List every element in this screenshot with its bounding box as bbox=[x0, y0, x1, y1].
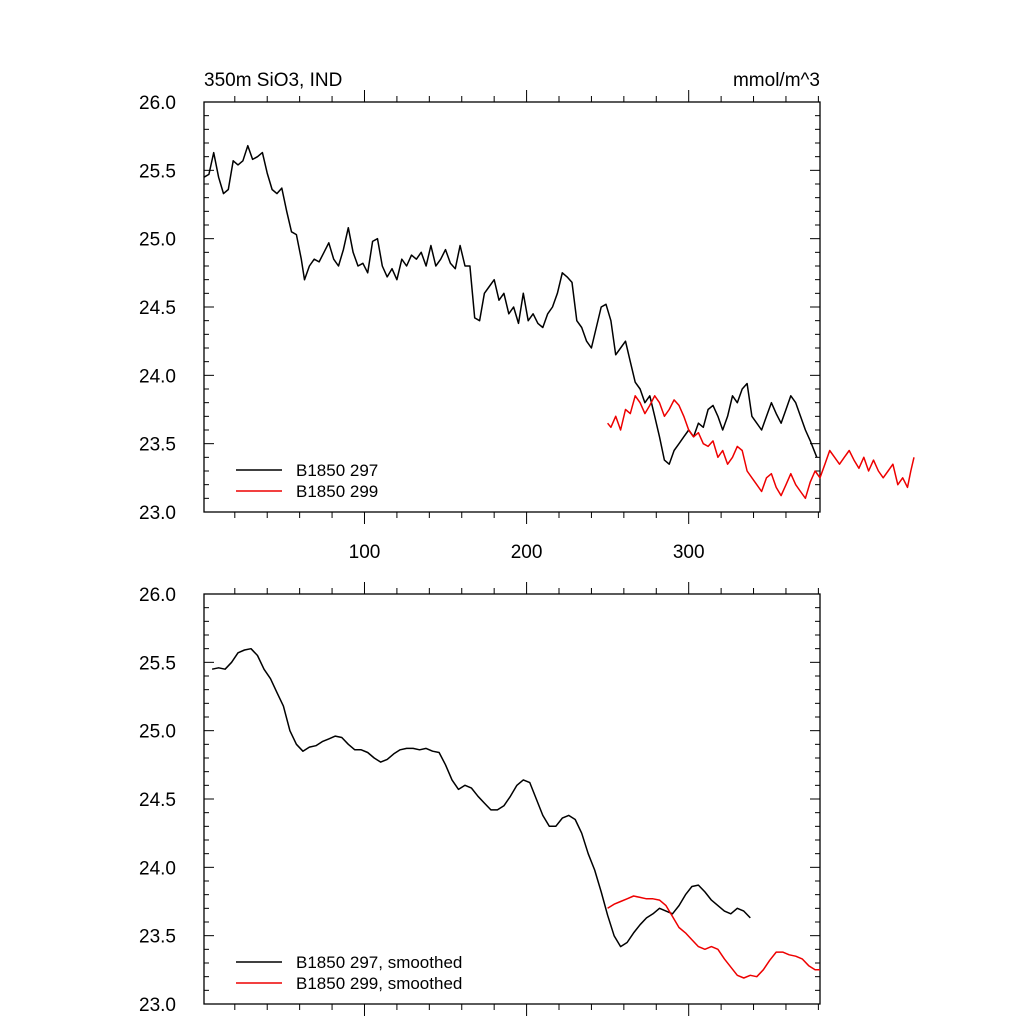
series-group bbox=[211, 647, 820, 979]
y-tick-label: 24.0 bbox=[139, 858, 176, 879]
y-tick-label: 26.0 bbox=[139, 93, 176, 114]
y-tick-label: 25.0 bbox=[139, 722, 176, 743]
y-tick-label: 23.5 bbox=[139, 927, 176, 948]
series-line-2 bbox=[607, 395, 915, 500]
series-line-2 bbox=[607, 895, 820, 979]
y-tick-label: 24.5 bbox=[139, 790, 176, 811]
units-label: mmol/m^3 bbox=[733, 70, 820, 91]
axis-ticks: 23.0 23.5 24.0 24.5 25.0 25.5 26.0 100 200 300 bbox=[139, 90, 820, 563]
series-group bbox=[203, 144, 915, 500]
y-tick-label: 23.0 bbox=[139, 995, 176, 1016]
legend-label: B1850 297 bbox=[296, 461, 378, 480]
x-tick-label: 100 bbox=[349, 542, 381, 563]
bottom-panel: 23.0 23.5 24.0 24.5 25.0 25.5 26.0 B1850 297, … bbox=[139, 582, 821, 1016]
series-line-1 bbox=[203, 144, 818, 465]
y-tick-label: 25.5 bbox=[139, 653, 176, 674]
y-tick-label: 25.5 bbox=[139, 161, 176, 182]
y-tick-label: 26.0 bbox=[139, 585, 176, 606]
y-tick-label: 23.0 bbox=[139, 503, 176, 524]
legend-label: B1850 299 bbox=[296, 482, 378, 501]
x-tick-label: 300 bbox=[673, 542, 705, 563]
y-tick-label: 23.5 bbox=[139, 435, 176, 456]
legend-label: B1850 299, smoothed bbox=[296, 974, 462, 993]
top-panel: 350m SiO3, IND mmol/m^3 23.0 23.5 24.0 24.5… bbox=[139, 70, 915, 563]
plot-frame bbox=[203, 593, 821, 1005]
y-tick-label: 25.0 bbox=[139, 230, 176, 251]
y-tick-label: 24.0 bbox=[139, 366, 176, 387]
chart-title: 350m SiO3, IND bbox=[204, 70, 342, 91]
legend: B1850 297 B1850 299 bbox=[236, 461, 378, 501]
y-tick-label: 24.5 bbox=[139, 298, 176, 319]
series-line-1 bbox=[211, 647, 751, 948]
plot-frame bbox=[203, 101, 821, 513]
legend: B1850 297, smoothed B1850 299, smoothed bbox=[236, 953, 462, 993]
x-tick-label: 200 bbox=[511, 542, 543, 563]
legend-label: B1850 297, smoothed bbox=[296, 953, 462, 972]
axis-ticks: 23.0 23.5 24.0 24.5 25.0 25.5 26.0 bbox=[139, 582, 820, 1016]
